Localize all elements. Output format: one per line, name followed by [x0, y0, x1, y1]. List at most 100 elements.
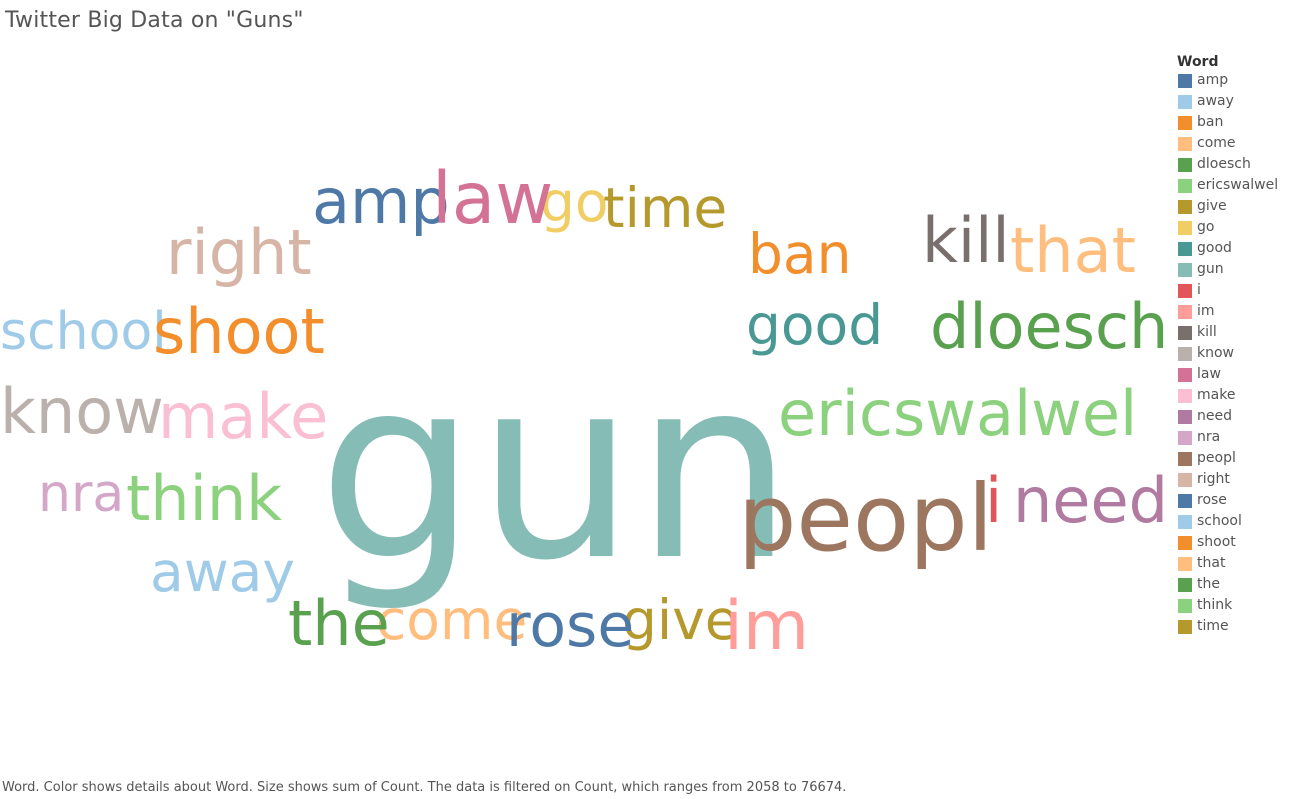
cloud-word-that[interactable]: that: [1010, 214, 1136, 287]
legend-label: away: [1197, 93, 1234, 109]
legend-label: good: [1197, 240, 1232, 256]
legend-label: know: [1197, 345, 1234, 361]
cloud-word-rose[interactable]: rose: [506, 591, 635, 661]
cloud-word-dloesch[interactable]: dloesch: [930, 290, 1169, 363]
legend-item-school[interactable]: school: [1177, 512, 1242, 533]
cloud-word-school[interactable]: school: [0, 302, 167, 362]
legend-swatch: [1178, 263, 1192, 277]
cloud-word-good[interactable]: good: [746, 293, 884, 357]
chart-caption: Word. Color shows details about Word. Si…: [2, 780, 847, 795]
legend-label: dloesch: [1197, 156, 1251, 172]
legend-item-rose[interactable]: rose: [1177, 491, 1227, 512]
cloud-word-right[interactable]: right: [166, 216, 312, 289]
cloud-word-give[interactable]: give: [622, 588, 739, 652]
cloud-word-time[interactable]: time: [603, 176, 728, 240]
cloud-word-come[interactable]: come: [376, 588, 528, 652]
legend-item-come[interactable]: come: [1177, 134, 1236, 155]
legend-label: give: [1197, 198, 1227, 214]
legend-item-law[interactable]: law: [1177, 365, 1221, 386]
cloud-word-shoot[interactable]: shoot: [153, 295, 325, 368]
legend-label: kill: [1197, 324, 1217, 340]
legend-label: gun: [1197, 261, 1224, 277]
cloud-word-make[interactable]: make: [158, 380, 329, 453]
legend-swatch: [1178, 599, 1192, 613]
legend-item-amp[interactable]: amp: [1177, 71, 1228, 92]
legend-item-need[interactable]: need: [1177, 407, 1232, 428]
legend-title: Word: [1177, 54, 1219, 70]
word-cloud: amp away ban come dloesch ericswalwel give go go…: [0, 157, 1169, 666]
legend-item-good[interactable]: good: [1177, 239, 1232, 260]
cloud-word-i[interactable]: i: [985, 464, 1003, 537]
legend-item-ban[interactable]: ban: [1177, 113, 1223, 134]
legend-item-that[interactable]: that: [1177, 554, 1225, 575]
legend-swatch: [1178, 284, 1192, 298]
legend-item-gun[interactable]: gun: [1177, 260, 1224, 281]
legend-swatch: [1178, 242, 1192, 256]
legend-label: law: [1197, 366, 1221, 382]
legend-label: come: [1197, 135, 1236, 151]
cloud-word-think[interactable]: think: [126, 462, 283, 535]
legend-swatch: [1178, 389, 1192, 403]
legend-label: the: [1197, 576, 1220, 592]
legend-label: rose: [1197, 492, 1227, 508]
legend-swatch: [1178, 95, 1192, 109]
chart-title: Twitter Big Data on "Guns": [5, 8, 304, 33]
cloud-word-nra[interactable]: nra: [38, 464, 125, 524]
legend-item-right[interactable]: right: [1177, 470, 1230, 491]
cloud-word-the[interactable]: the: [288, 587, 390, 660]
legend-label: right: [1197, 471, 1230, 487]
cloud-word-kill[interactable]: kill: [922, 204, 1010, 277]
legend-item-think[interactable]: think: [1177, 596, 1232, 617]
legend-swatch: [1178, 620, 1192, 634]
legend-item-nra[interactable]: nra: [1177, 428, 1220, 449]
legend-swatch: [1178, 431, 1192, 445]
cloud-word-gun[interactable]: gun: [318, 324, 794, 615]
legend-label: ericswalwel: [1197, 177, 1279, 193]
cloud-word-know[interactable]: know: [0, 375, 164, 448]
cloud-word-need[interactable]: need: [1013, 464, 1168, 537]
cloud-word-im[interactable]: im: [724, 587, 810, 666]
legend-item-give[interactable]: give: [1177, 197, 1227, 218]
legend-swatch: [1178, 578, 1192, 592]
cloud-word-peopl[interactable]: peopl: [738, 465, 994, 572]
legend-item-make[interactable]: make: [1177, 386, 1235, 407]
cloud-word-ericswalwel[interactable]: ericswalwel: [778, 377, 1138, 450]
legend-label: go: [1197, 219, 1215, 235]
legend-swatch: [1178, 74, 1192, 88]
legend-item-know[interactable]: know: [1177, 344, 1234, 365]
legend-swatch: [1178, 557, 1192, 571]
legend-items: amp away ban come dloesch ericswalwel give go go…: [1177, 71, 1278, 638]
legend-item-i[interactable]: i: [1177, 281, 1219, 302]
legend-swatch: [1178, 536, 1192, 550]
legend: Word amp away ban come dloesch ericswalwel giv…: [1177, 54, 1278, 638]
cloud-word-ban[interactable]: ban: [748, 222, 852, 286]
legend-swatch: [1178, 179, 1192, 193]
cloud-word-go[interactable]: go: [540, 170, 609, 234]
legend-swatch: [1178, 410, 1192, 424]
legend-swatch: [1178, 200, 1192, 214]
legend-swatch: [1178, 473, 1192, 487]
legend-swatch: [1178, 305, 1192, 319]
legend-label: make: [1197, 387, 1236, 403]
cloud-word-amp[interactable]: amp: [312, 165, 450, 238]
legend-label: im: [1197, 303, 1215, 319]
legend-item-away[interactable]: away: [1177, 92, 1234, 113]
legend-label: shoot: [1197, 534, 1236, 550]
legend-item-shoot[interactable]: shoot: [1177, 533, 1236, 554]
legend-item-kill[interactable]: kill: [1177, 323, 1219, 344]
legend-label: school: [1197, 513, 1242, 529]
legend-item-go[interactable]: go: [1177, 218, 1219, 239]
legend-item-the[interactable]: the: [1177, 575, 1220, 596]
legend-item-time[interactable]: time: [1177, 617, 1229, 638]
cloud-word-law[interactable]: law: [432, 157, 554, 240]
legend-item-dloesch[interactable]: dloesch: [1177, 155, 1251, 176]
legend-item-im[interactable]: im: [1177, 302, 1219, 323]
legend-swatch: [1178, 137, 1192, 151]
legend-item-ericswalwel[interactable]: ericswalwel: [1177, 176, 1278, 197]
legend-swatch: [1178, 158, 1192, 172]
legend-label: time: [1197, 618, 1229, 634]
legend-swatch: [1178, 326, 1192, 340]
legend-swatch: [1178, 515, 1192, 529]
legend-item-peopl[interactable]: peopl: [1177, 449, 1236, 470]
cloud-word-away[interactable]: away: [150, 540, 295, 604]
